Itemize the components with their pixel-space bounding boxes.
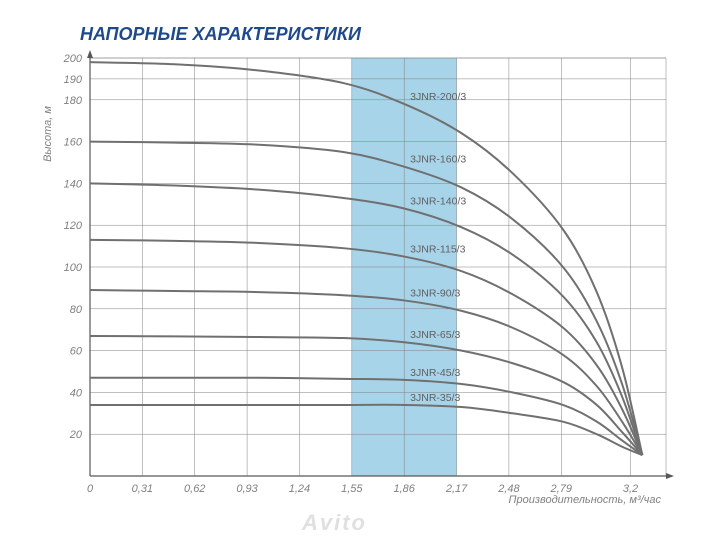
svg-text:0: 0 (87, 483, 94, 495)
svg-text:60: 60 (70, 346, 83, 358)
svg-text:140: 140 (64, 178, 83, 190)
svg-text:0,93: 0,93 (236, 483, 258, 495)
chart-container: НАПОРНЫЕ ХАРАКТЕРИСТИКИ Высота, м 204060… (0, 0, 704, 540)
series-label-3JNR-45/3: 3JNR-45/3 (410, 367, 460, 379)
svg-text:40: 40 (70, 387, 83, 399)
svg-text:190: 190 (64, 74, 83, 86)
svg-text:120: 120 (64, 220, 83, 232)
series-label-3JNR-160/3: 3JNR-160/3 (410, 154, 466, 166)
svg-text:1,86: 1,86 (393, 483, 415, 495)
series-label-3JNR-35/3: 3JNR-35/3 (410, 392, 460, 404)
svg-text:1,24: 1,24 (289, 483, 310, 495)
svg-text:180: 180 (64, 95, 83, 107)
svg-text:0,31: 0,31 (132, 483, 153, 495)
svg-text:100: 100 (64, 262, 83, 274)
series-label-3JNR-90/3: 3JNR-90/3 (410, 287, 460, 299)
series-label-3JNR-65/3: 3JNR-65/3 (410, 329, 460, 341)
svg-text:1,55: 1,55 (341, 483, 363, 495)
series-label-3JNR-140/3: 3JNR-140/3 (410, 195, 466, 207)
series-label-3JNR-115/3: 3JNR-115/3 (410, 244, 465, 256)
chart-svg: 20 40 60 80 100 120 140 160 180 190 200 0 0,31 0,62 0,… (0, 0, 704, 540)
series-label-3JNR-200/3: 3JNR-200/3 (410, 91, 466, 103)
svg-text:20: 20 (69, 429, 83, 441)
svg-text:200: 200 (63, 53, 83, 65)
x-axis-label: Производительность, м³/час (509, 494, 661, 506)
svg-text:0,62: 0,62 (184, 483, 205, 495)
watermark: Avito (302, 510, 367, 536)
svg-text:160: 160 (64, 137, 83, 149)
svg-text:2,17: 2,17 (445, 483, 468, 495)
svg-text:80: 80 (70, 304, 83, 316)
